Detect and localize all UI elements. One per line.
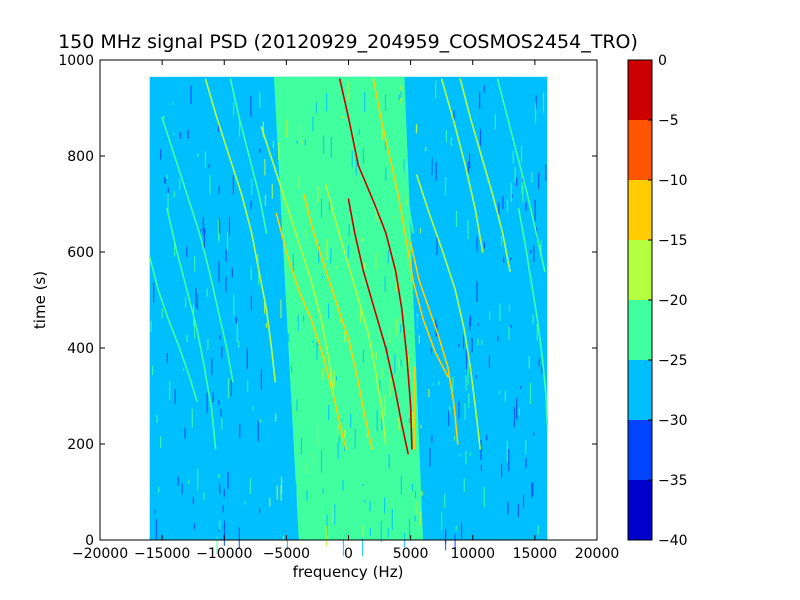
signal-trace-6 <box>260 126 335 397</box>
colorbar-segment <box>628 480 652 540</box>
colorbar-tick-label: 0 <box>658 53 667 69</box>
signal-trace-4 <box>275 212 347 450</box>
x-tick-label: 15000 <box>513 546 558 562</box>
colorbar-tick-label: −15 <box>658 233 688 249</box>
x-tick-label: 5000 <box>393 546 429 562</box>
x-tick-label: −20000 <box>72 546 128 562</box>
plot-area: −20000 −15000 −10000 −5000 0 5000 10000 15000 20… <box>58 53 619 562</box>
x-axis: −20000 −15000 −10000 −5000 0 5000 10000 15000 20… <box>72 60 619 562</box>
colorbar-segment <box>628 360 652 420</box>
signal-trace-9 <box>459 78 511 272</box>
signal-trace-12 <box>204 78 276 383</box>
signal-trace-14 <box>148 256 198 402</box>
colorbar-segment <box>628 180 652 240</box>
signal-traces <box>148 78 549 455</box>
x-tick-label: −15000 <box>134 546 190 562</box>
colorbar-tick-label: −35 <box>658 473 688 489</box>
y-tick-label: 1000 <box>58 53 94 69</box>
signal-trace-15 <box>166 208 217 450</box>
x-tick-label: 0 <box>344 546 353 562</box>
colorbar-tick-label: −5 <box>658 113 679 129</box>
colorbar: 0 −5 −10 −15 −20 −25 −30 −35 −40 <box>627 53 688 549</box>
signal-trace-10 <box>440 78 484 253</box>
x-tick-label: 10000 <box>450 546 495 562</box>
y-axis-label: time (s) <box>31 271 49 329</box>
colorbar-segment <box>628 300 652 360</box>
signal-trace-13 <box>161 116 234 383</box>
signal-trace-3 <box>303 193 373 450</box>
colorbar-segment <box>628 120 652 180</box>
colorbar-tick-label: −30 <box>658 413 688 429</box>
y-tick-label: 0 <box>85 533 94 549</box>
colorbar-tick-label: −25 <box>658 353 688 369</box>
signal-trace-2 <box>372 78 449 378</box>
x-tick-label: 20000 <box>575 546 620 562</box>
y-tick-label: 400 <box>67 341 94 357</box>
colorbar-segment <box>628 420 652 480</box>
y-tick-label: 200 <box>67 437 94 453</box>
heatmap-inner-band <box>273 76 424 541</box>
y-axis: 0 200 400 600 800 1000 <box>58 53 597 549</box>
x-tick-label: −10000 <box>196 546 252 562</box>
colorbar-segment <box>628 60 652 120</box>
signal-trace-18 <box>517 208 549 426</box>
x-tick-label: −5000 <box>263 546 310 562</box>
y-tick-label: 600 <box>67 245 94 261</box>
signal-trace-7 <box>409 241 459 445</box>
colorbar-tick-label: −20 <box>658 293 688 309</box>
signal-trace-11 <box>496 78 546 272</box>
chart-title: 150 MHz signal PSD (20120929_204959_COSM… <box>58 31 638 53</box>
heatmap-image <box>149 76 548 557</box>
colorbar-tick-label: −10 <box>658 173 688 189</box>
colorbar-segment <box>628 240 652 300</box>
x-axis-label: frequency (Hz) <box>293 563 404 581</box>
y-tick-label: 800 <box>67 149 94 165</box>
signal-trace-1 <box>347 198 409 455</box>
colorbar-tick-label: −40 <box>658 533 688 549</box>
signal-trace-16 <box>229 78 268 234</box>
signal-trace-8 <box>416 174 481 450</box>
signal-trace-0 <box>339 78 413 450</box>
heatmap-noise <box>150 81 547 557</box>
signal-trace-5 <box>325 184 387 445</box>
signal-trace-17 <box>389 78 414 234</box>
